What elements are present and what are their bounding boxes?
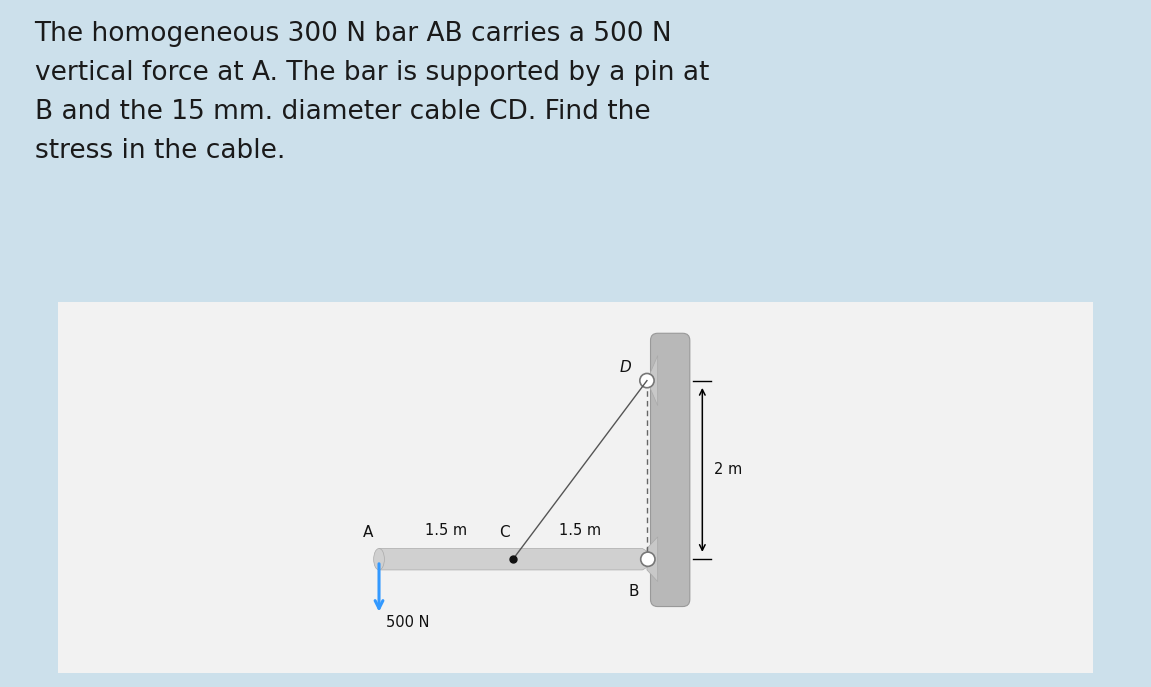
Ellipse shape: [374, 548, 384, 570]
Polygon shape: [647, 537, 657, 581]
Polygon shape: [647, 356, 657, 405]
Text: D: D: [619, 360, 631, 375]
Text: B: B: [628, 584, 639, 599]
Text: 1.5 m: 1.5 m: [559, 523, 601, 538]
FancyBboxPatch shape: [650, 333, 689, 607]
Text: C: C: [498, 525, 510, 539]
Text: A: A: [364, 525, 374, 539]
Text: 2 m: 2 m: [714, 462, 742, 477]
Text: 1.5 m: 1.5 m: [425, 523, 467, 538]
Text: 500 N: 500 N: [387, 615, 429, 629]
Circle shape: [641, 552, 655, 566]
Circle shape: [640, 374, 654, 387]
Text: The homogeneous 300 N bar AB carries a 500 N
vertical force at A. The bar is sup: The homogeneous 300 N bar AB carries a 5…: [35, 21, 709, 164]
Polygon shape: [379, 548, 651, 570]
